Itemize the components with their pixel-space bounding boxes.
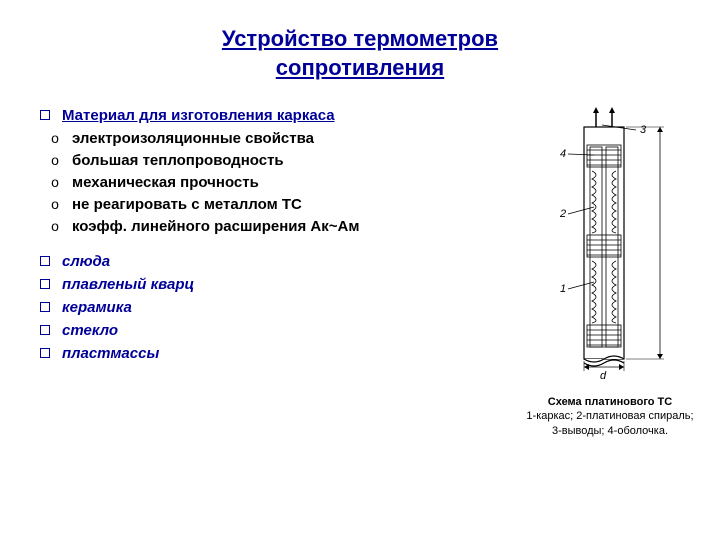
square-bullet-icon [40,110,50,120]
diagram-caption: Схема платинового ТС 1-каркас; 2-платино… [526,395,693,438]
property-text: электроизоляционные свойства [72,130,314,147]
circle-bullet-icon: o [50,130,60,147]
list-item: o электроизоляционные свойства [40,130,500,147]
list-item: o механическая прочность [40,174,500,191]
list-item: o большая теплопроводность [40,152,500,169]
title-line-2: сопротивления [276,55,444,80]
circle-bullet-icon: o [50,152,60,169]
diagram-column: 3 4 2 1 d Схема платинового ТС 1-каркас;… [520,107,700,438]
material-text: слюда [62,253,110,270]
property-text: большая теплопроводность [72,152,284,169]
material-text: стекло [62,322,118,339]
circle-bullet-icon: o [50,196,60,213]
rtd-diagram: 3 4 2 1 d [540,107,680,387]
property-text: механическая прочность [72,174,259,191]
list-item: o не реагировать с металлом ТС [40,196,500,213]
text-column: Материал для изготовления каркаса o элек… [40,107,500,438]
property-text: не реагировать с металлом ТС [72,196,302,213]
section-heading-row: Материал для изготовления каркаса [40,107,500,124]
diagram-label-1: 1 [560,283,566,295]
diagram-label-d: d [600,370,607,382]
caption-title: Схема платинового ТС [526,395,693,409]
square-bullet-icon [40,325,50,335]
square-bullet-icon [40,256,50,266]
materials-list: слюда плавленый кварц керамика стекло пл… [40,253,500,362]
square-bullet-icon [40,279,50,289]
material-text: керамика [62,299,132,316]
square-bullet-icon [40,348,50,358]
list-item: плавленый кварц [40,276,500,293]
list-item: o коэфф. линейного расширения Ак~Ам [40,218,500,235]
list-item: пластмассы [40,345,500,362]
diagram-label-3: 3 [640,124,647,136]
list-item: керамика [40,299,500,316]
square-bullet-icon [40,302,50,312]
list-item: стекло [40,322,500,339]
diagram-label-2: 2 [559,208,566,220]
material-text: пластмассы [62,345,159,362]
diagram-label-4: 4 [560,148,566,160]
property-text: коэфф. линейного расширения Ак~Ам [72,218,359,235]
section-heading: Материал для изготовления каркаса [62,107,335,124]
content-wrapper: Материал для изготовления каркаса o элек… [0,107,720,438]
caption-body-line-1: 1-каркас; 2-платиновая спираль; [526,409,693,423]
title-line-1: Устройство термометров [222,26,498,51]
circle-bullet-icon: o [50,218,60,235]
caption-body-line-2: 3-выводы; 4-оболочка. [526,424,693,438]
properties-list: o электроизоляционные свойства o большая… [40,130,500,235]
material-text: плавленый кварц [62,276,194,293]
page-title: Устройство термометров сопротивления [0,0,720,107]
circle-bullet-icon: o [50,174,60,191]
list-item: слюда [40,253,500,270]
